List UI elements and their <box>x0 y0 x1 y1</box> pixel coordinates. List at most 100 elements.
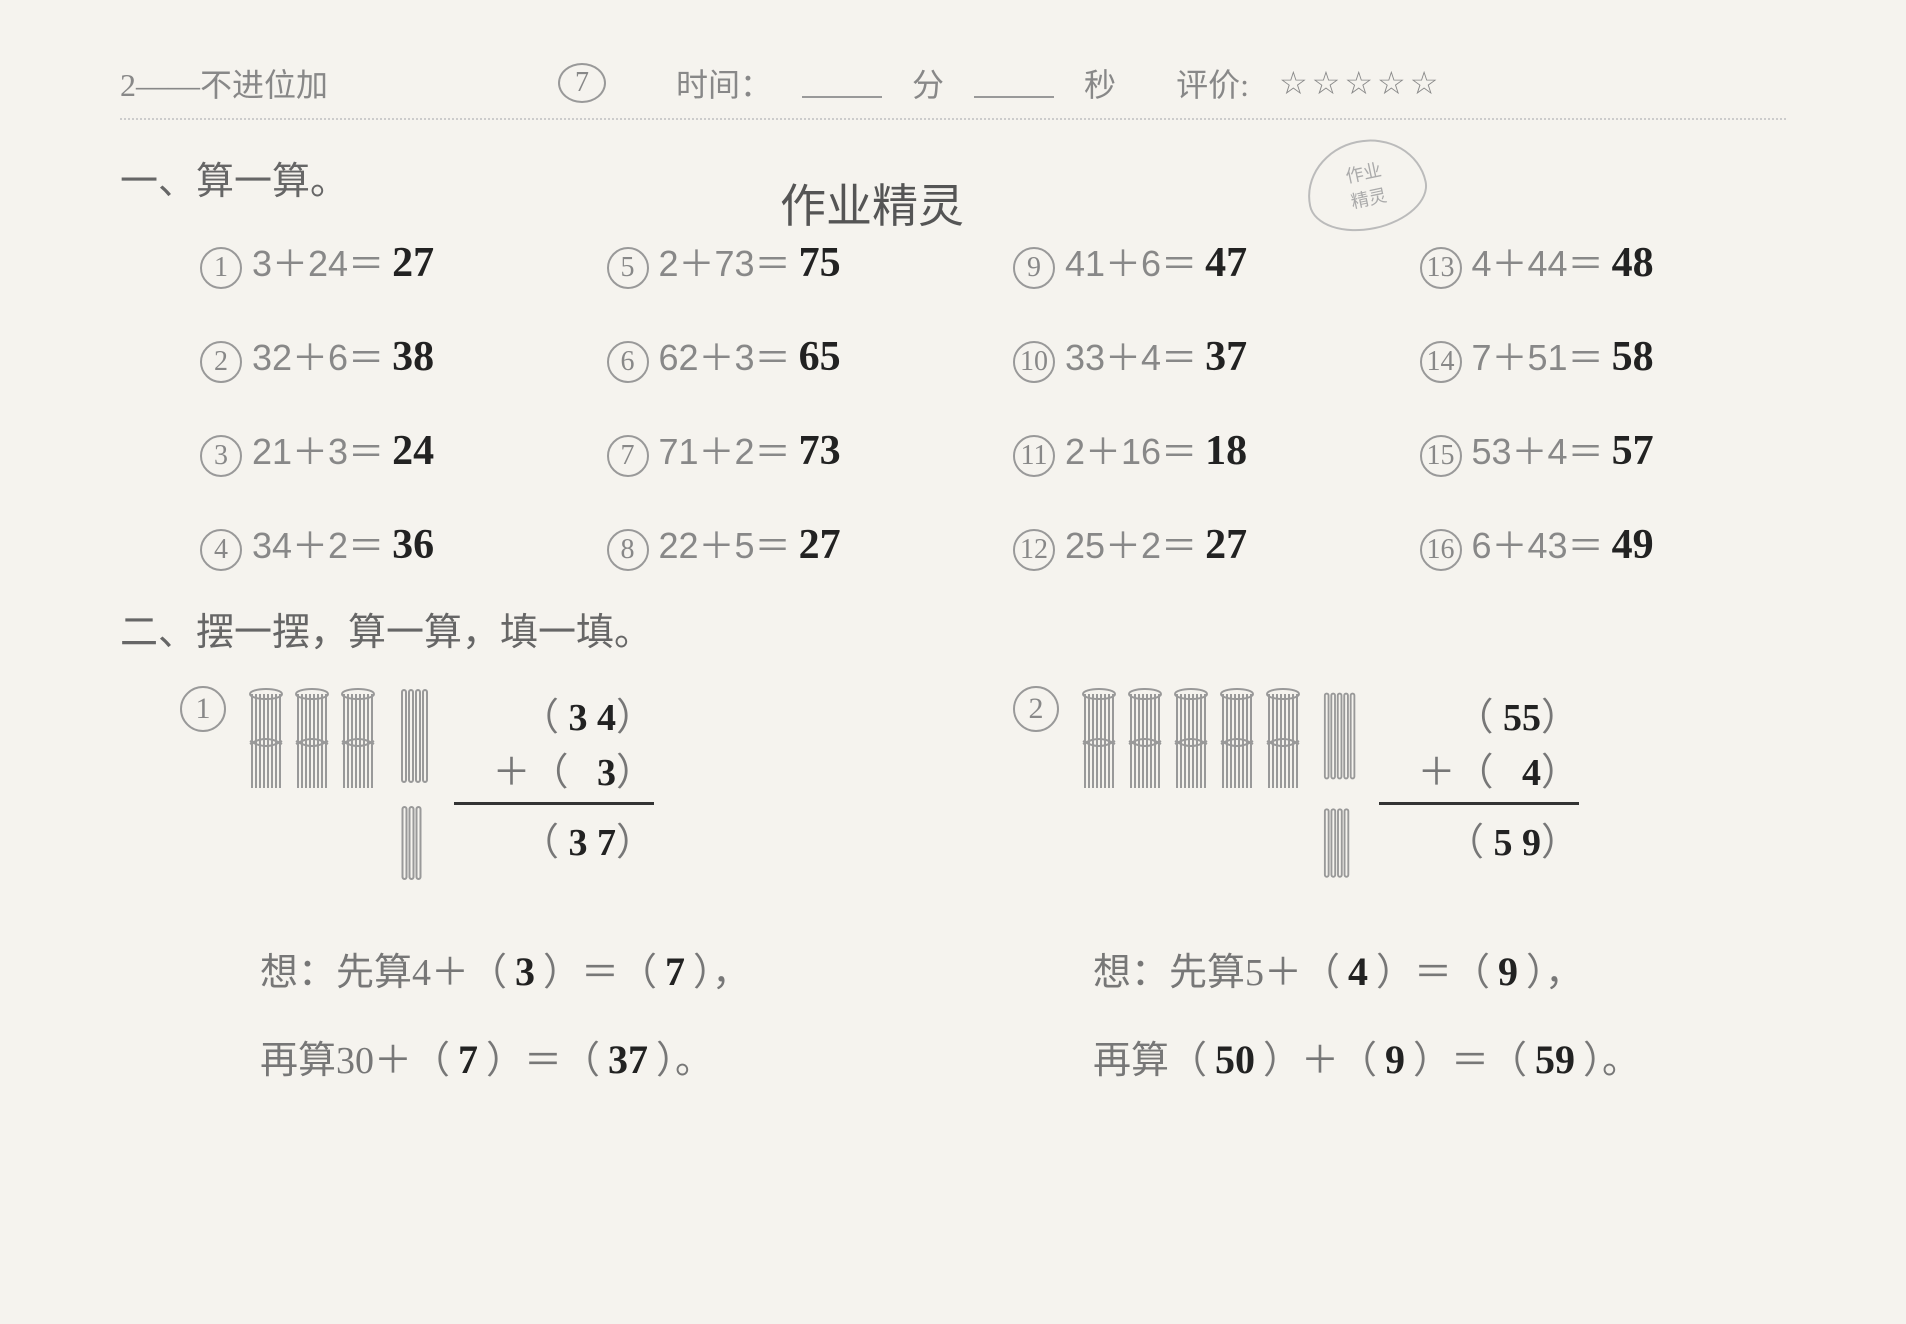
problem: 321＋3＝24 <box>200 423 567 477</box>
problem: 13＋24＝27 <box>200 235 567 289</box>
problem: 941＋6＝47 <box>1013 235 1380 289</box>
problem: 52＋73＝75 <box>607 235 974 289</box>
problem-number: 11 <box>1013 435 1055 477</box>
bundles-group <box>1079 686 1303 796</box>
problem-answer: 36 <box>392 521 434 569</box>
page-number: 7 <box>558 63 606 103</box>
problem-question: 6＋43＝ <box>1472 517 1604 569</box>
problem-question: 62＋3＝ <box>659 329 791 381</box>
problem-answer: 47 <box>1205 239 1247 287</box>
problem-number: 13 <box>1420 247 1462 289</box>
problem-number: 5 <box>607 247 649 289</box>
problem-answer: 37 <box>1205 333 1247 381</box>
problem-number: 12 <box>1013 529 1055 571</box>
sticks-icon <box>398 686 434 786</box>
problem-number: 6 <box>607 341 649 383</box>
problem-question: 25＋2＝ <box>1065 517 1197 569</box>
problem-answer: 65 <box>799 333 841 381</box>
problem-number: 9 <box>1013 247 1055 289</box>
min-unit: 分 <box>912 60 944 106</box>
problem-answer: 75 <box>799 239 841 287</box>
loose-sticks-column <box>398 686 434 888</box>
subproblem-number: 1 <box>180 686 226 732</box>
problem: 822＋5＝27 <box>607 517 974 571</box>
subproblem-number: 2 <box>1013 686 1059 732</box>
problem-number: 14 <box>1420 341 1462 383</box>
think-lines: 想：先算5＋（4）＝（9），再算（50）＋（9）＝（59）。 <box>1013 928 1786 1104</box>
problem-answer: 58 <box>1612 333 1654 381</box>
lesson-title: 2——不进位加 <box>120 60 328 106</box>
problem-question: 34＋2＝ <box>252 517 384 569</box>
subproblem: 2 （ 55）＋（ 4）（ 5 9） 想：先算5＋（4）＝（9），再算（50）＋（9… <box>1013 686 1786 1104</box>
problem-number: 3 <box>200 435 242 477</box>
problem: 771＋2＝73 <box>607 423 974 477</box>
bundle-icon <box>1171 686 1211 796</box>
problem: 147＋51＝58 <box>1420 329 1787 383</box>
problems-grid: 13＋24＝27232＋6＝38321＋3＝24434＋2＝3652＋73＝75… <box>120 235 1786 571</box>
problem-question: 33＋4＝ <box>1065 329 1197 381</box>
section2-container: 1（ 3 4）＋（ 3）（ 3 7）想：先算4＋（3）＝（7），再算30＋（7）… <box>120 686 1786 1104</box>
problem: 112＋16＝18 <box>1013 423 1380 477</box>
problem-answer: 27 <box>392 239 434 287</box>
problem-answer: 38 <box>392 333 434 381</box>
problem-answer: 73 <box>799 427 841 475</box>
problem-number: 15 <box>1420 435 1462 477</box>
bundle-icon <box>1217 686 1257 796</box>
problem-question: 3＋24＝ <box>252 235 384 287</box>
watermark-text: 作业精灵 <box>780 170 964 236</box>
problem-number: 1 <box>200 247 242 289</box>
seconds-blank <box>974 68 1054 98</box>
problem-question: 2＋16＝ <box>1065 423 1197 475</box>
problem-answer: 18 <box>1205 427 1247 475</box>
bundle-icon <box>1263 686 1303 796</box>
sticks-icon <box>398 803 428 883</box>
bundle-icon <box>1079 686 1119 796</box>
problem: 134＋44＝48 <box>1420 235 1787 289</box>
subproblem: 1（ 3 4）＋（ 3）（ 3 7）想：先算4＋（3）＝（7），再算30＋（7）… <box>180 686 953 1104</box>
loose-sticks-column <box>1323 686 1359 888</box>
problem-question: 4＋44＝ <box>1472 235 1604 287</box>
rating-label: 评价: <box>1176 60 1249 106</box>
problem-answer: 49 <box>1612 521 1654 569</box>
bundle-icon <box>338 686 378 796</box>
problem-number: 8 <box>607 529 649 571</box>
problem-question: 71＋2＝ <box>659 423 791 475</box>
bundle-icon <box>1125 686 1165 796</box>
problem: 232＋6＝38 <box>200 329 567 383</box>
vertical-addition: （ 55）＋（ 4）（ 5 9） <box>1379 686 1579 866</box>
rating-stars: ☆☆☆☆☆ <box>1279 64 1442 102</box>
time-label: 时间： <box>676 60 772 106</box>
problem-number: 4 <box>200 529 242 571</box>
think-lines: 想：先算4＋（3）＝（7），再算30＋（7）＝（37）。 <box>180 928 953 1104</box>
sec-unit: 秒 <box>1084 60 1116 106</box>
stamp-icon: 作业 精灵 <box>1298 129 1434 242</box>
problem-number: 2 <box>200 341 242 383</box>
problem-question: 53＋4＝ <box>1472 423 1604 475</box>
problem-number: 10 <box>1013 341 1055 383</box>
problem: 434＋2＝36 <box>200 517 567 571</box>
sticks-icon <box>1323 686 1359 786</box>
problem: 166＋43＝49 <box>1420 517 1787 571</box>
problem-question: 2＋73＝ <box>659 235 791 287</box>
section2-title: 二、摆一摆，算一算，填一填。 <box>120 601 1786 656</box>
bundles-group <box>246 686 378 796</box>
problem-answer: 27 <box>799 521 841 569</box>
problem-question: 32＋6＝ <box>252 329 384 381</box>
problem-answer: 57 <box>1612 427 1654 475</box>
minutes-blank <box>802 68 882 98</box>
problem-question: 22＋5＝ <box>659 517 791 569</box>
problem-question: 7＋51＝ <box>1472 329 1604 381</box>
problem: 662＋3＝65 <box>607 329 974 383</box>
problem: 1553＋4＝57 <box>1420 423 1787 477</box>
sticks-icon <box>1323 803 1353 883</box>
problem-answer: 48 <box>1612 239 1654 287</box>
bundle-icon <box>246 686 286 796</box>
problem-question: 41＋6＝ <box>1065 235 1197 287</box>
problem-number: 16 <box>1420 529 1462 571</box>
problem: 1225＋2＝27 <box>1013 517 1380 571</box>
problem-question: 21＋3＝ <box>252 423 384 475</box>
problem-answer: 24 <box>392 427 434 475</box>
problem: 1033＋4＝37 <box>1013 329 1380 383</box>
problem-number: 7 <box>607 435 649 477</box>
page-header: 2——不进位加 7 时间： 分 秒 评价: ☆☆☆☆☆ <box>120 60 1786 120</box>
